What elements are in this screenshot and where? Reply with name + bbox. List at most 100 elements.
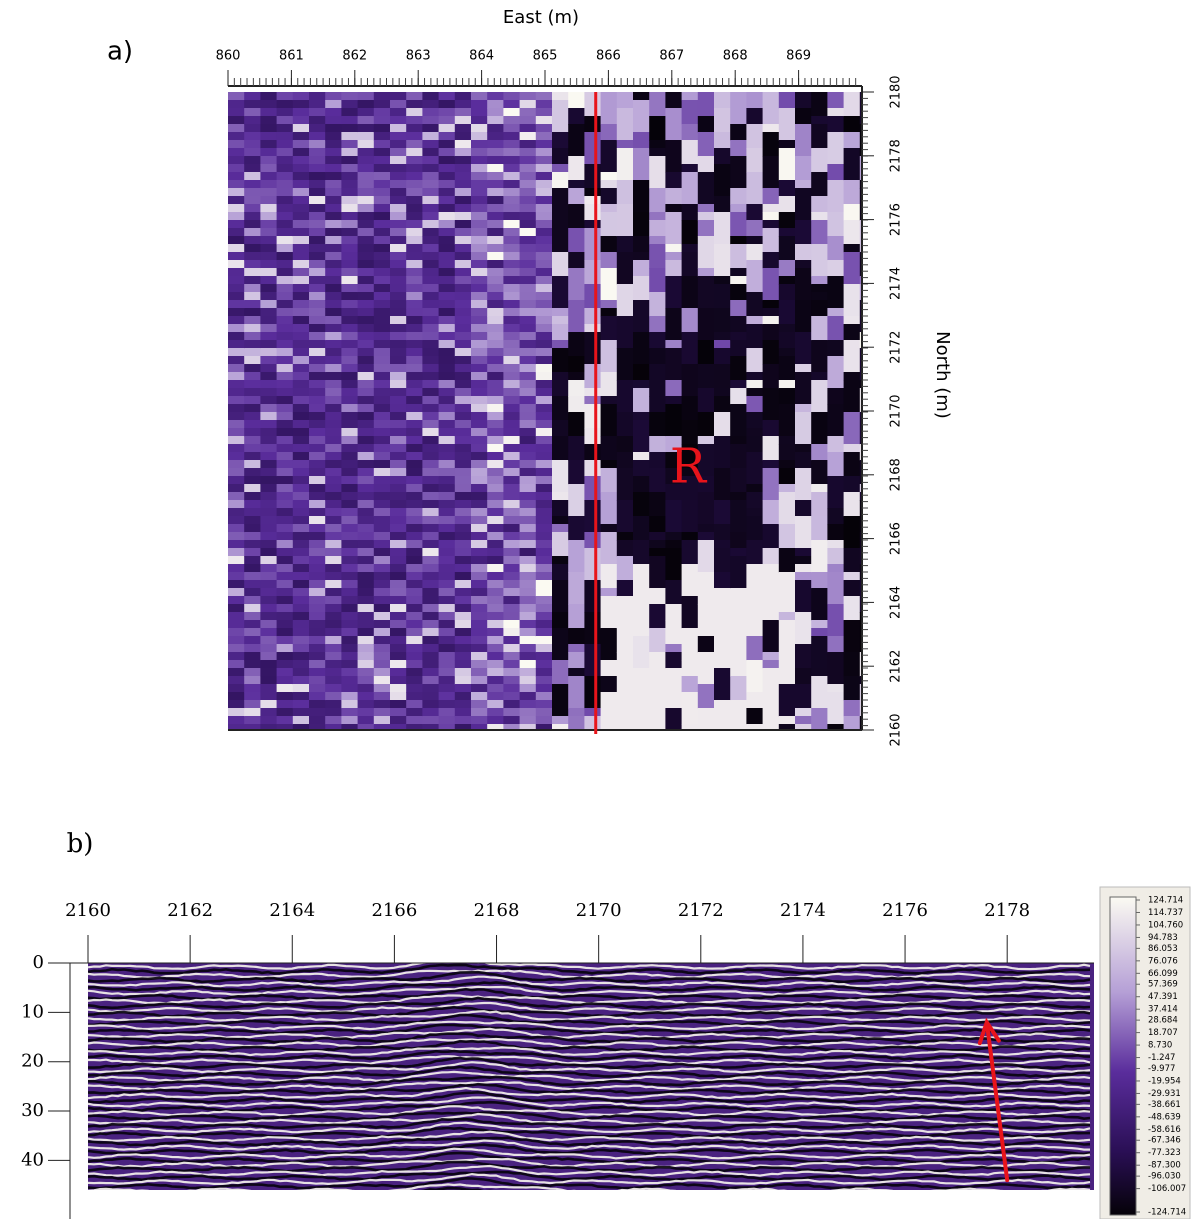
pixel xyxy=(730,628,747,645)
pixel xyxy=(422,588,440,597)
pixel xyxy=(276,156,294,165)
pixel xyxy=(357,708,375,717)
pixel xyxy=(471,492,488,501)
pixel xyxy=(406,500,423,509)
pixel xyxy=(746,172,764,205)
pixel xyxy=(552,372,569,397)
pixel xyxy=(309,164,326,173)
pixel xyxy=(552,172,569,189)
pixel xyxy=(487,620,504,629)
pixel xyxy=(422,188,440,197)
pixel xyxy=(276,484,294,493)
pixel xyxy=(519,340,537,349)
pixel xyxy=(309,316,326,325)
pixel xyxy=(228,660,245,669)
pixel xyxy=(616,316,634,349)
pixel xyxy=(406,100,423,109)
pixel xyxy=(276,564,294,573)
pixel xyxy=(292,364,310,373)
pixel xyxy=(357,276,375,285)
pixel xyxy=(244,484,261,493)
pixel xyxy=(535,212,553,221)
pixel xyxy=(746,292,764,317)
pixel xyxy=(843,572,861,581)
pixel xyxy=(390,348,407,357)
pixel xyxy=(843,492,861,517)
pixel xyxy=(859,548,862,565)
pixel xyxy=(471,348,488,357)
pixel xyxy=(487,540,504,549)
pixel xyxy=(438,172,456,181)
colorbar-label: -58.616 xyxy=(1148,1125,1181,1135)
pixel xyxy=(357,132,375,141)
pixel xyxy=(438,100,456,109)
pixel xyxy=(811,172,828,197)
pixel xyxy=(843,220,861,245)
pixel xyxy=(422,468,440,477)
pixel xyxy=(422,540,440,549)
pixel xyxy=(422,492,440,501)
pixel xyxy=(373,332,391,341)
pixel xyxy=(519,412,537,421)
pixel xyxy=(616,204,634,237)
pixel xyxy=(535,300,553,309)
pixel xyxy=(228,332,245,341)
pixel xyxy=(309,684,326,693)
pixel xyxy=(292,228,310,237)
pixel xyxy=(422,508,440,517)
pixel xyxy=(535,180,553,189)
pixel xyxy=(811,284,828,293)
pixel xyxy=(665,108,683,141)
pixel xyxy=(325,660,342,669)
pixel xyxy=(438,556,456,565)
pixel xyxy=(746,236,764,245)
pixel xyxy=(276,196,294,205)
pixel xyxy=(681,332,699,365)
pixel xyxy=(228,188,245,197)
pixel xyxy=(503,596,521,605)
pixel xyxy=(519,140,537,149)
pixel xyxy=(730,212,747,237)
pixel xyxy=(325,716,342,725)
pixel xyxy=(827,508,845,525)
pixel xyxy=(422,548,440,557)
pixel xyxy=(325,364,342,373)
pixel xyxy=(471,596,488,605)
pixel xyxy=(244,500,261,509)
pixel xyxy=(584,284,602,309)
pixel xyxy=(341,620,359,629)
pixel xyxy=(373,708,391,717)
pixel xyxy=(357,348,375,357)
pixel xyxy=(422,92,440,101)
pixel xyxy=(714,436,731,469)
pixel xyxy=(341,132,359,141)
pixel xyxy=(649,212,666,221)
pixel xyxy=(795,452,812,469)
pixel xyxy=(859,156,862,181)
colorbar-label: 94.783 xyxy=(1148,933,1178,943)
pixel xyxy=(503,476,521,485)
pixel xyxy=(390,644,407,653)
pixel xyxy=(827,476,845,509)
pixel xyxy=(665,204,683,213)
pixel xyxy=(535,700,553,709)
pixel xyxy=(390,316,407,325)
pixel xyxy=(859,92,862,117)
pixel xyxy=(422,460,440,469)
pixel xyxy=(438,516,456,525)
pixel xyxy=(325,396,342,405)
pixel xyxy=(535,644,553,653)
pixel xyxy=(649,436,666,453)
pixel xyxy=(341,396,359,405)
pixel xyxy=(341,316,359,325)
pixel xyxy=(471,356,488,365)
pixel xyxy=(438,540,456,549)
pixel xyxy=(697,340,715,365)
pixel xyxy=(649,548,666,557)
pixel xyxy=(487,724,504,730)
pixel xyxy=(552,436,569,461)
pixel xyxy=(357,652,375,661)
pixel xyxy=(519,252,537,261)
reflection-band xyxy=(88,1090,1091,1104)
pixel xyxy=(697,492,715,525)
